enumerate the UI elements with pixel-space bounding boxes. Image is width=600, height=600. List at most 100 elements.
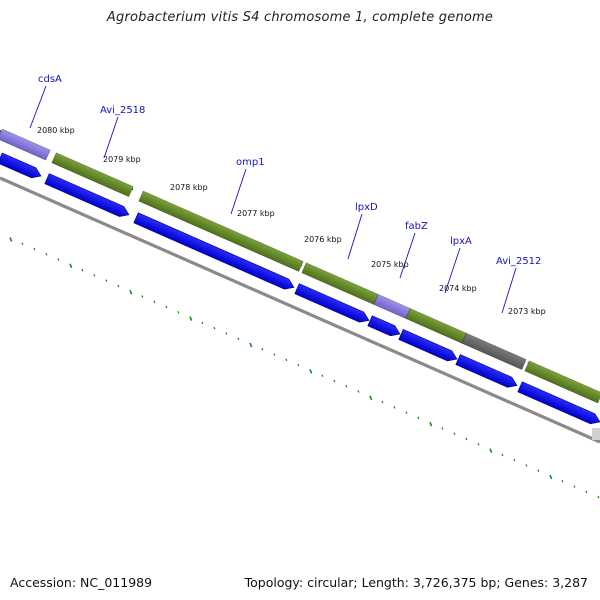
cds-arrow-fabZ (367, 315, 401, 337)
gene-bar-avi2518-shape (51, 152, 134, 198)
ruler-tick (369, 395, 373, 401)
kbp-label-6: 2074 kbp (439, 284, 477, 293)
ruler-tick (525, 464, 528, 467)
leader-line-0 (29, 85, 47, 129)
cds-arrow-lpxA (398, 329, 458, 362)
leader-line-5 (444, 247, 461, 294)
ruler-tick (165, 305, 168, 309)
gene-label-cdsa: cdsA (38, 74, 62, 85)
ruler-tick (453, 432, 456, 436)
ruler-tick (213, 326, 216, 330)
cds-arrow-fabZ-shape (367, 315, 401, 337)
ruler-tick (45, 252, 48, 256)
ruler-tick (585, 490, 588, 494)
cds-arrow-next-shape (517, 381, 600, 425)
ruler-tick (537, 469, 540, 472)
cds-arrow-cdsA-shape (0, 152, 42, 179)
ruler-tick (429, 421, 433, 427)
ruler-tick (345, 384, 348, 388)
ruler-tick (489, 448, 493, 453)
gene-bar-fabZ-shape (373, 294, 411, 319)
kbp-label-4: 2076 kbp (304, 235, 342, 244)
ruler-tick (201, 321, 204, 325)
leader-line-4 (399, 232, 416, 279)
ruler-tick (573, 485, 576, 488)
gene-bar-lpxD (301, 262, 379, 305)
ruler-tick (405, 411, 408, 414)
kbp-label-3: 2077 kbp (237, 209, 275, 218)
ruler-tick (153, 300, 156, 304)
ruler-tick (513, 458, 516, 462)
ruler-tick (381, 400, 384, 404)
ruler-tick (321, 374, 324, 377)
gene-bar-fabZ (373, 294, 411, 319)
gene-label-avi-2518: Avi_2518 (100, 105, 145, 116)
partial-feature (592, 428, 600, 440)
kbp-label-2: 2078 kbp (170, 183, 208, 192)
cds-arrow-omp1-shape (133, 212, 295, 290)
leader-line-3 (347, 213, 363, 260)
ruler-tick (465, 437, 468, 441)
ruler-tick (249, 342, 253, 348)
gene-bar-avi2512 (461, 332, 527, 370)
ruler-tick (441, 427, 444, 430)
ruler-tick (105, 279, 108, 282)
kbp-label-7: 2073 kbp (508, 307, 546, 316)
ruler-tick (189, 316, 193, 321)
ruler-tick (561, 480, 564, 483)
gene-bar-omp1 (138, 190, 304, 272)
kbp-label-0: 2080 kbp (37, 126, 75, 135)
ruler-tick (393, 406, 396, 409)
ruler-tick (333, 379, 336, 383)
gene-label-avi-2512: Avi_2512 (496, 256, 541, 267)
leader-line-6 (501, 267, 517, 314)
cds-arrow-omp1 (133, 212, 295, 290)
ruler-tick (477, 443, 480, 446)
ruler-tick (237, 337, 240, 340)
ruler-tick (549, 474, 553, 480)
genome-backbone (0, 176, 600, 444)
map-title: Agrobacterium vitis S4 chromosome 1, com… (106, 10, 494, 25)
cds-arrow-next (517, 381, 600, 425)
ruler-tick (21, 242, 24, 245)
ruler-tick (261, 348, 264, 351)
ruler-tick (297, 363, 300, 367)
ruler-tick (225, 332, 228, 335)
gene-label-fabz: fabZ (405, 221, 428, 232)
gene-label-omp1: omp1 (236, 157, 265, 168)
ruler-tick (357, 390, 360, 393)
cds-arrow-lpxA-shape (398, 329, 458, 362)
ruler-tick (81, 268, 84, 272)
gene-bar-lpxA (405, 308, 467, 344)
leader-line-1 (103, 116, 119, 159)
gene-bar-cdsA (0, 128, 51, 161)
ruler-tick (69, 263, 73, 269)
ruler-tick (285, 358, 288, 362)
kbp-label-5: 2075 kbp (371, 260, 409, 269)
cds-arrow-avi2518-shape (44, 173, 130, 217)
ruler-tick (141, 295, 144, 298)
feature-labels: cdsA Avi_2518 omp1 lpxD fabZ lpxA Avi_2512 2080… (29, 74, 546, 316)
gene-bar-lpxA-shape (405, 308, 467, 344)
ruler-tick (129, 289, 133, 295)
feature-tracks (0, 128, 600, 444)
gene-bar-cdsA-shape (0, 128, 51, 161)
ruler-tick (417, 416, 420, 420)
ruler-tick (501, 453, 504, 457)
cds-arrow-lpxD (294, 283, 370, 323)
ruler-tick (309, 369, 313, 374)
cds-arrow-lpxD-shape (294, 283, 370, 323)
ruler-tick (33, 247, 36, 251)
ruler-tick (273, 353, 276, 356)
cds-arrow-avi2512 (455, 354, 518, 388)
ruler-tick (93, 274, 96, 277)
cds-arrow-cdsA (0, 152, 42, 179)
cds-arrow-avi2518 (44, 173, 130, 217)
gene-bar-omp1-shape (138, 190, 304, 272)
gene-label-lpxa: lpxA (450, 236, 472, 247)
cds-arrow-avi2512-shape (455, 354, 518, 388)
ruler-tick (57, 258, 60, 261)
gene-bar-lpxD-shape (301, 262, 379, 305)
gene-label-lpxd: lpxD (355, 202, 378, 213)
